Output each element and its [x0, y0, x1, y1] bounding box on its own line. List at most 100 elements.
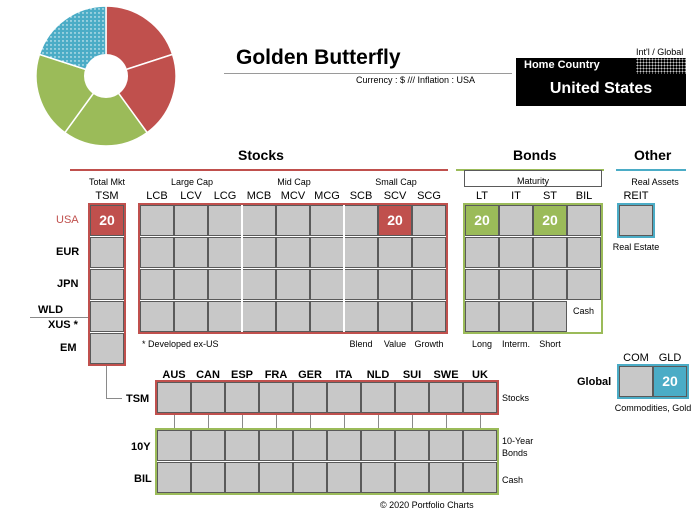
intl-cell-aus-tsm[interactable]	[157, 382, 191, 413]
intl-cell-nld-tsm[interactable]	[361, 382, 395, 413]
cell-lcb-usa[interactable]	[140, 205, 174, 236]
cell-reit[interactable]	[619, 205, 653, 236]
intl-cell-ita-10y[interactable]	[327, 430, 361, 461]
cell-scb-jpn[interactable]	[344, 269, 378, 300]
intl-cell-aus-10y[interactable]	[157, 430, 191, 461]
intl-cell-sui-10y[interactable]	[395, 430, 429, 461]
intl-cell-ger-10y[interactable]	[293, 430, 327, 461]
home-country-selector[interactable]	[516, 74, 686, 106]
cell-scg-eur[interactable]	[412, 237, 446, 268]
cell-mcb-usa[interactable]	[242, 205, 276, 236]
cell-lcg-jpn[interactable]	[208, 269, 242, 300]
cell-tsm-em[interactable]	[90, 333, 124, 364]
cell-value: 20	[474, 212, 490, 228]
intl-cell-ger-tsm[interactable]	[293, 382, 327, 413]
maturity-label-box	[464, 170, 602, 187]
cell-scv-jpn[interactable]	[378, 269, 412, 300]
cell-gld[interactable]: 20	[653, 366, 687, 397]
intl-col-header-fra: FRA	[264, 369, 288, 381]
intl-cell-nld-bil[interactable]	[361, 462, 395, 493]
cell-scb-eur[interactable]	[344, 237, 378, 268]
intl-cell-can-bil[interactable]	[191, 462, 225, 493]
cell-mcg-usa[interactable]	[310, 205, 344, 236]
cell-mcg-xus[interactable]	[310, 301, 344, 332]
intl-cell-uk-bil[interactable]	[463, 462, 497, 493]
intl-cell-sui-bil[interactable]	[395, 462, 429, 493]
intl-cell-fra-10y[interactable]	[259, 430, 293, 461]
cell-com[interactable]	[619, 366, 653, 397]
cell-st-jpn[interactable]	[533, 269, 567, 300]
cell-mcb-xus[interactable]	[242, 301, 276, 332]
cell-scg-usa[interactable]	[412, 205, 446, 236]
intl-cell-esp-tsm[interactable]	[225, 382, 259, 413]
real-assets-label: Real Assets	[631, 177, 679, 187]
intl-cell-sui-tsm[interactable]	[395, 382, 429, 413]
intl-cell-fra-bil[interactable]	[259, 462, 293, 493]
cell-tsm-jpn[interactable]	[90, 269, 124, 300]
cell-lcv-xus[interactable]	[174, 301, 208, 332]
cell-lcv-usa[interactable]	[174, 205, 208, 236]
intl-cell-can-10y[interactable]	[191, 430, 225, 461]
intl-cell-ita-bil[interactable]	[327, 462, 361, 493]
intl-cell-can-tsm[interactable]	[191, 382, 225, 413]
intl-cell-swe-bil[interactable]	[429, 462, 463, 493]
intl-cell-aus-bil[interactable]	[157, 462, 191, 493]
intl-bonds-frame	[155, 428, 499, 495]
cell-scg-jpn[interactable]	[412, 269, 446, 300]
intl-cell-esp-bil[interactable]	[225, 462, 259, 493]
intl-cell-uk-tsm[interactable]	[463, 382, 497, 413]
cell-lt-eur[interactable]	[465, 237, 499, 268]
col-header-reit: REIT	[623, 190, 649, 202]
intl-cell-ita-tsm[interactable]	[327, 382, 361, 413]
cell-lcg-xus[interactable]	[208, 301, 242, 332]
cell-lcb-xus[interactable]	[140, 301, 174, 332]
intl-cell-swe-10y[interactable]	[429, 430, 463, 461]
cell-mcv-xus[interactable]	[276, 301, 310, 332]
cell-mcv-usa[interactable]	[276, 205, 310, 236]
cell-scb-xus[interactable]	[344, 301, 378, 332]
cell-tsm-usa[interactable]: 20	[90, 205, 124, 236]
cell-mcv-jpn[interactable]	[276, 269, 310, 300]
cell-lcg-eur[interactable]	[208, 237, 242, 268]
cell-st-xus[interactable]	[533, 301, 567, 332]
cell-mcb-jpn[interactable]	[242, 269, 276, 300]
cell-scv-eur[interactable]	[378, 237, 412, 268]
cell-scv-xus[interactable]	[378, 301, 412, 332]
cell-bil-eur[interactable]	[567, 237, 601, 268]
cell-scg-xus[interactable]	[412, 301, 446, 332]
cell-mcg-eur[interactable]	[310, 237, 344, 268]
cell-lcv-eur[interactable]	[174, 237, 208, 268]
cell-tsm-xus[interactable]	[90, 301, 124, 332]
cell-mcv-eur[interactable]	[276, 237, 310, 268]
cell-tsm-eur[interactable]	[90, 237, 124, 268]
commodities-frame	[617, 364, 689, 399]
cell-scb-usa[interactable]	[344, 205, 378, 236]
cell-it-usa[interactable]	[499, 205, 533, 236]
cell-st-eur[interactable]	[533, 237, 567, 268]
cell-lcg-usa[interactable]	[208, 205, 242, 236]
cell-it-eur[interactable]	[499, 237, 533, 268]
intl-cell-fra-tsm[interactable]	[259, 382, 293, 413]
cell-it-jpn[interactable]	[499, 269, 533, 300]
intl-cell-nld-10y[interactable]	[361, 430, 395, 461]
cell-lcb-eur[interactable]	[140, 237, 174, 268]
intl-cell-ger-bil[interactable]	[293, 462, 327, 493]
cell-bil-jpn[interactable]	[567, 269, 601, 300]
intl-cell-uk-10y[interactable]	[463, 430, 497, 461]
cell-it-xus[interactable]	[499, 301, 533, 332]
col-header-mcb: MCB	[246, 190, 272, 202]
intl-cell-swe-tsm[interactable]	[429, 382, 463, 413]
intl-cell-esp-10y[interactable]	[225, 430, 259, 461]
cell-lt-usa[interactable]: 20	[465, 205, 499, 236]
intl-toggle-pattern[interactable]	[636, 58, 686, 74]
cell-st-usa[interactable]: 20	[533, 205, 567, 236]
cell-scv-usa[interactable]: 20	[378, 205, 412, 236]
cell-value: 20	[662, 373, 678, 389]
cell-lcb-jpn[interactable]	[140, 269, 174, 300]
cell-lcv-jpn[interactable]	[174, 269, 208, 300]
cell-mcb-eur[interactable]	[242, 237, 276, 268]
cell-lt-xus[interactable]	[465, 301, 499, 332]
cell-mcg-jpn[interactable]	[310, 269, 344, 300]
cell-lt-jpn[interactable]	[465, 269, 499, 300]
cell-bil-usa[interactable]	[567, 205, 601, 236]
